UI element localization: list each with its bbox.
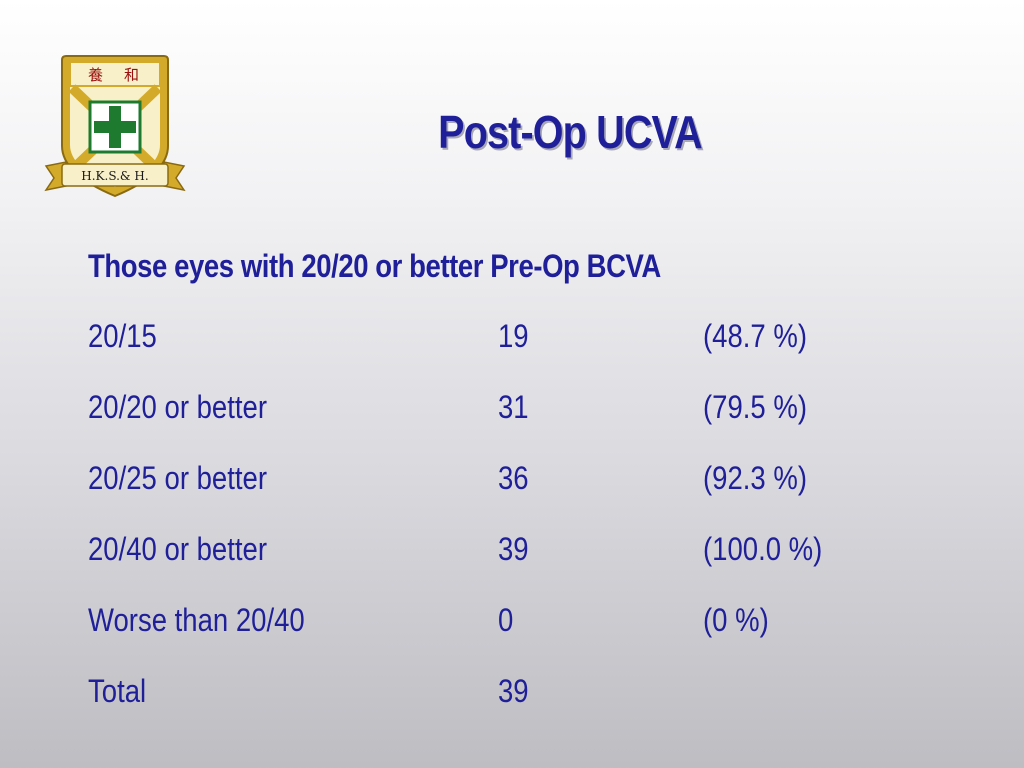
table-row: 20/40 or better 39 (100.0 %) (88, 531, 908, 602)
row-count: 31 (498, 389, 529, 425)
row-count: 39 (498, 531, 529, 567)
row-percent: (48.7 %) (703, 318, 808, 354)
row-label: 20/25 or better (88, 460, 268, 496)
logo-top-char-2: 和 (124, 66, 139, 84)
row-percent: (92.3 %) (703, 460, 808, 496)
slide-title: Post-Op UCVA (438, 106, 703, 158)
row-count: 19 (498, 318, 529, 354)
table-row: 20/15 19 (48.7 %) (88, 318, 908, 389)
row-percent: (100.0 %) (703, 531, 823, 567)
row-count: 36 (498, 460, 529, 496)
table-row: 20/20 or better 31 (79.5 %) (88, 389, 908, 460)
row-label: 20/20 or better (88, 389, 268, 425)
row-label: Total (88, 673, 147, 709)
row-percent: (0 %) (703, 602, 769, 638)
hospital-crest-logo: 養 和 H.K.S.& H. (44, 55, 186, 198)
row-label: 20/40 or better (88, 531, 268, 567)
logo-top-char-1: 養 (88, 66, 103, 84)
table-row: 20/25 or better 36 (92.3 %) (88, 460, 908, 531)
row-percent: (79.5 %) (703, 389, 808, 425)
row-count: 0 (498, 602, 514, 638)
row-label: Worse than 20/40 (88, 602, 305, 638)
row-count: 39 (498, 673, 529, 709)
table-row: Worse than 20/40 0 (0 %) (88, 602, 908, 673)
logo-bottom-text: H.K.S.& H. (81, 169, 148, 183)
results-table: 20/15 19 (48.7 %) 20/20 or better 31 (79… (88, 318, 908, 744)
table-subtitle: Those eyes with 20/20 or better Pre-Op B… (88, 248, 661, 284)
row-label: 20/15 (88, 318, 157, 354)
table-row-total: Total 39 (88, 673, 908, 744)
